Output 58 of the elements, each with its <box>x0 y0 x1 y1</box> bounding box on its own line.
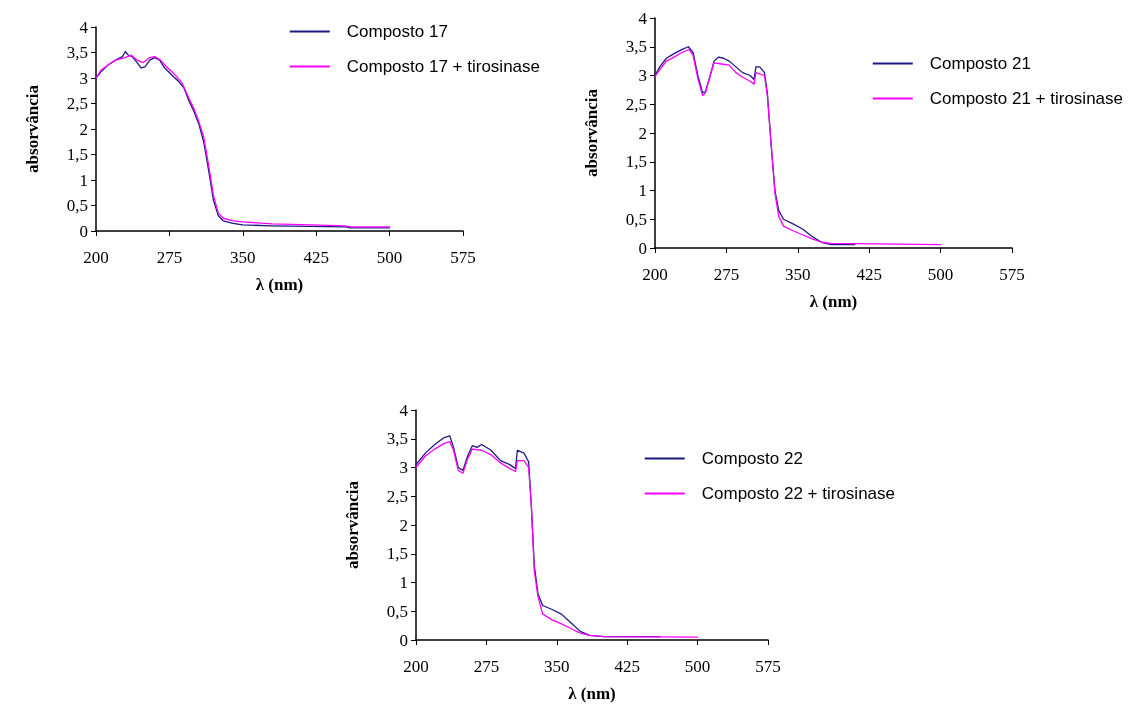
y-axis-title: absorvância <box>23 84 42 173</box>
y-tick-label: 1,5 <box>625 152 647 172</box>
legend-label: Composto 17 <box>346 22 448 41</box>
y-tick-label: 0,5 <box>66 196 88 215</box>
y-tick-label: 3 <box>399 458 408 477</box>
y-tick-label: 0 <box>399 630 408 650</box>
y-tick-label: 0,5 <box>625 209 647 229</box>
x-tick-label: 350 <box>230 248 256 267</box>
x-tick-label: 575 <box>755 657 781 676</box>
y-tick-label: 0 <box>638 238 647 258</box>
x-tick-label: 350 <box>544 657 570 676</box>
y-tick-label: 1,5 <box>66 145 88 164</box>
x-tick-label: 425 <box>856 265 882 284</box>
y-tick-label: 2 <box>79 119 88 139</box>
x-axis-title: λ (nm) <box>568 684 616 703</box>
y-axis-title: absorvância <box>582 88 601 177</box>
x-tick-label: 575 <box>999 265 1025 284</box>
legend-label: Composto 21 <box>929 54 1031 73</box>
y-tick-label: 1 <box>399 573 408 592</box>
y-tick-label: 3,5 <box>66 43 88 62</box>
y-tick-label: 0 <box>79 221 88 241</box>
x-axis-title: λ (nm) <box>809 292 858 311</box>
y-tick-label: 2,5 <box>625 94 647 114</box>
line-series <box>415 440 699 638</box>
y-tick-label: 3,5 <box>625 37 647 57</box>
legend-label: Composto 17 + tirosinase <box>346 57 541 76</box>
y-tick-label: 1 <box>638 181 647 200</box>
y-tick-label: 1 <box>79 170 88 190</box>
x-tick-label: 200 <box>642 265 668 284</box>
x-tick-label: 425 <box>614 657 640 676</box>
legend-label: Composto 21 + tirosinase <box>929 89 1124 108</box>
y-tick-label: 2,5 <box>66 94 88 113</box>
x-tick-label: 575 <box>450 248 476 267</box>
x-tick-label: 200 <box>83 248 109 267</box>
y-tick-label: 2,5 <box>386 486 408 506</box>
legend-label: Composto 22 <box>701 449 803 468</box>
y-tick-label: 3 <box>638 66 647 85</box>
x-tick-label: 500 <box>927 265 954 284</box>
y-tick-label: 2 <box>399 515 408 535</box>
x-tick-label: 500 <box>684 657 711 676</box>
x-tick-label: 200 <box>403 657 429 676</box>
y-tick-label: 2 <box>638 123 647 143</box>
y-tick-label: 0,5 <box>386 601 408 621</box>
x-tick-label: 500 <box>376 248 403 267</box>
y-tick-label: 1,5 <box>386 544 408 564</box>
legend-label: Composto 22 + tirosinase <box>701 484 896 503</box>
x-tick-label: 425 <box>303 248 329 267</box>
y-tick-label: 3 <box>79 68 88 88</box>
x-tick-label: 275 <box>473 657 500 676</box>
y-axis-title: absorvância <box>343 480 362 569</box>
x-tick-label: 350 <box>785 265 811 284</box>
x-tick-label: 275 <box>713 265 740 284</box>
x-tick-label: 275 <box>156 248 183 267</box>
x-axis-title: λ (nm) <box>255 275 304 294</box>
y-tick-label: 4 <box>638 8 648 28</box>
y-tick-label: 4 <box>399 400 409 420</box>
y-tick-label: 4 <box>79 17 89 37</box>
y-tick-label: 3,5 <box>386 429 408 449</box>
